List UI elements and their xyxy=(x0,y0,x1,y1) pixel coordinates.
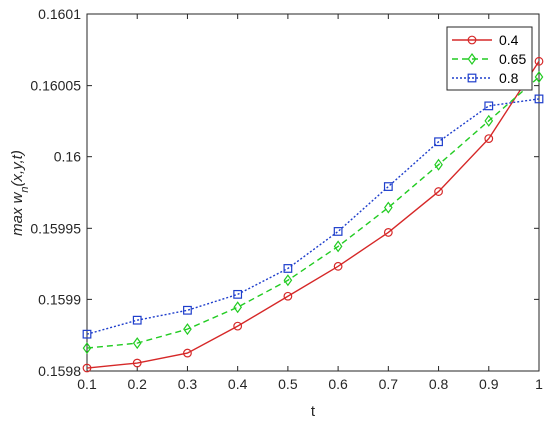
data-point-marker xyxy=(183,348,192,358)
data-point-marker xyxy=(233,289,243,299)
data-point-marker xyxy=(183,305,192,315)
legend-marker xyxy=(467,73,477,83)
legend: 0.4 0.65 0.8 xyxy=(446,26,533,91)
data-point-marker xyxy=(434,187,443,196)
data-point-marker xyxy=(434,158,443,171)
legend-marker xyxy=(467,35,477,45)
data-point-marker xyxy=(333,227,343,236)
data-point-marker xyxy=(283,264,293,273)
data-point-marker xyxy=(484,134,494,144)
series-0.4 xyxy=(82,56,544,373)
legend-label: 0.65 xyxy=(499,51,526,67)
y-tick-label: 0.1601 xyxy=(38,6,81,22)
data-point-marker xyxy=(82,363,92,373)
data-point-marker xyxy=(333,240,343,253)
y-tick-label: 0.1599 xyxy=(38,291,81,307)
data-point-marker xyxy=(183,323,192,336)
x-tick-label: 0.5 xyxy=(278,376,298,392)
y-axis-label: max wn(x,y,t) xyxy=(9,150,31,236)
y-tick-label: 0.1598 xyxy=(38,363,81,379)
legend-marker xyxy=(467,52,477,66)
y-tick-label: 0.16005 xyxy=(30,78,81,94)
data-point-marker xyxy=(484,101,494,111)
data-point-marker xyxy=(132,315,142,325)
data-point-marker xyxy=(132,337,142,350)
data-point-marker xyxy=(383,201,393,214)
series-layer xyxy=(82,56,544,373)
series-line xyxy=(86,98,540,335)
axis-ticks: 0.1 0.2 0.3 0.4 0.5 0.6 0.7 0.8 0.9 1 0.1598 0.1599… xyxy=(30,6,543,392)
data-point-marker xyxy=(534,94,544,104)
data-point-marker xyxy=(283,274,293,287)
data-point-marker xyxy=(534,56,544,66)
x-tick-label: 0.4 xyxy=(228,376,248,392)
data-point-marker xyxy=(233,301,243,314)
data-point-marker xyxy=(82,329,92,339)
legend-label: 0.8 xyxy=(499,70,519,86)
y-tick-label: 0.16 xyxy=(54,149,81,165)
x-tick-label: 1 xyxy=(535,376,543,392)
data-point-marker xyxy=(484,114,494,127)
y-tick-label: 0.15995 xyxy=(30,220,81,236)
data-point-marker xyxy=(383,182,393,191)
data-point-marker xyxy=(434,137,443,147)
data-point-marker xyxy=(82,342,92,355)
series-line xyxy=(86,76,540,349)
series-0.65 xyxy=(82,70,544,355)
x-tick-label: 0.9 xyxy=(479,376,499,392)
data-point-marker xyxy=(132,358,142,368)
data-point-marker xyxy=(383,228,393,237)
x-tick-label: 0.1 xyxy=(77,376,97,392)
x-tick-label: 0.7 xyxy=(379,376,399,392)
legend-box xyxy=(446,26,533,91)
series-line xyxy=(86,60,540,369)
data-point-marker xyxy=(333,261,343,271)
data-point-marker xyxy=(534,70,544,84)
x-tick-label: 0.2 xyxy=(127,376,147,392)
series-0.8 xyxy=(82,94,544,339)
data-point-marker xyxy=(283,291,293,301)
x-tick-label: 0.8 xyxy=(429,376,449,392)
x-tick-label: 0.6 xyxy=(328,376,348,392)
data-point-marker xyxy=(233,321,243,331)
x-tick-label: 0.3 xyxy=(178,376,198,392)
x-axis-label: t xyxy=(311,403,316,420)
legend-label: 0.4 xyxy=(499,32,519,48)
